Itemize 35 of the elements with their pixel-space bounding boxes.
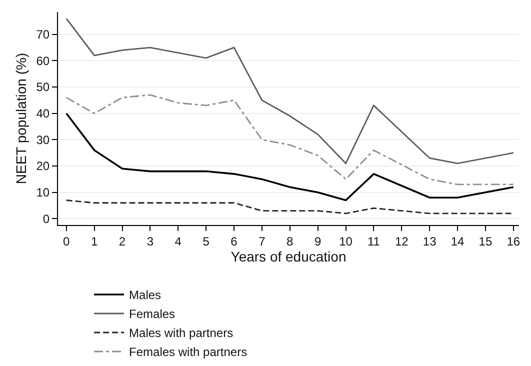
x-tick-label: 12 [394,234,409,248]
y-tick-label: 60 [36,54,50,68]
y-tick-label: 20 [36,159,50,174]
x-axis-title: Years of education [230,248,346,264]
y-tick-label: 30 [36,132,50,147]
x-tick-label: 15 [478,234,492,248]
x-tick-label: 0 [63,234,70,248]
line-series [66,94,514,186]
x-tick-label: 4 [174,234,182,248]
x-tick-label: 1 [90,234,98,248]
x-tick-label: 9 [314,234,322,248]
line-series [66,200,514,214]
x-tick-label: 7 [258,234,266,248]
legend-label: Females with partners [129,345,248,360]
legend-label: Females [129,307,176,322]
x-tick-label: 11 [367,234,380,248]
y-tick-label: 70 [36,28,50,42]
legend-label: Males [129,288,162,302]
y-tick-label: 40 [36,106,50,121]
x-tick-label: 6 [230,234,238,248]
legend-label: Males with partners [129,326,234,340]
line-series [66,18,514,164]
x-tick-label: 2 [118,234,126,248]
y-tick-label: 10 [36,186,50,200]
x-tick-label: 16 [506,234,520,248]
y-tick-label: 0 [42,212,50,226]
x-tick-label: 3 [146,234,154,248]
x-tick-label: 10 [339,234,353,248]
x-tick-label: 5 [202,234,210,248]
y-axis-title: NEET population (%) [12,52,29,184]
y-tick-label: 50 [36,80,50,94]
x-tick-label: 8 [286,234,294,248]
x-tick-label: 14 [450,234,465,248]
x-tick-label: 13 [422,234,437,248]
line-series [65,112,514,202]
